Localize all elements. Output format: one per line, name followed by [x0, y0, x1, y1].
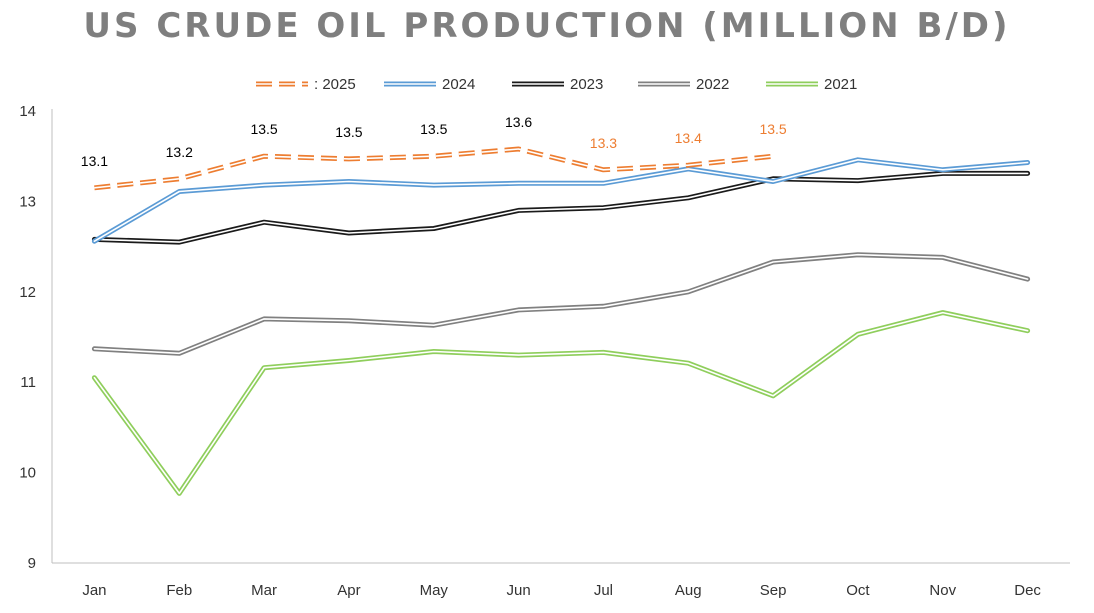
legend-item: : 2025 — [256, 76, 356, 93]
x-tick-label: Aug — [675, 582, 702, 599]
axes: 9 10 11 12 13 14 Jan Feb Mar Apr May Jun Jul Aug Sep Oc… — [19, 103, 1070, 599]
legend: : 2025 2024 2023 2022 2021 — [256, 76, 857, 93]
x-tick-label: Feb — [166, 582, 192, 599]
series-line-2021 — [91, 310, 1031, 496]
data-label: 13.2 — [166, 144, 193, 160]
y-tick-label: 12 — [19, 284, 36, 301]
data-label: 13.1 — [81, 153, 108, 169]
legend-label: 2024 — [442, 76, 475, 93]
y-tick-label: 14 — [19, 103, 36, 120]
y-tick-label: 13 — [19, 193, 36, 210]
x-tick-label: Dec — [1014, 582, 1041, 599]
legend-label: 2021 — [824, 76, 857, 93]
series-line-2022 — [91, 252, 1031, 356]
data-label: 13.5 — [759, 121, 786, 137]
x-tick-label: Mar — [251, 582, 277, 599]
y-tick-label: 11 — [20, 374, 36, 391]
data-label: 13.3 — [590, 135, 617, 151]
legend-label: 2022 — [696, 76, 729, 93]
data-label: 13.5 — [250, 121, 277, 137]
x-tick-label: Sep — [760, 582, 787, 599]
series-line-2023 — [91, 170, 1031, 245]
x-tick-label: Jun — [506, 582, 530, 599]
x-tick-label: Oct — [846, 582, 870, 599]
data-label: 13.4 — [675, 130, 702, 146]
data-label: 13.5 — [420, 121, 447, 137]
chart-title: US CRUDE OIL PRODUCTION (MILLION B/D) — [83, 6, 1011, 46]
legend-item: 2023 — [512, 76, 603, 93]
data-label: 13.6 — [505, 114, 532, 130]
y-tick-label: 9 — [28, 555, 36, 572]
legend-item: 2022 — [638, 76, 729, 93]
series-line-2025 — [94, 146, 774, 191]
series-lines — [91, 146, 1031, 496]
legend-item: 2021 — [766, 76, 857, 93]
x-tick-label: Apr — [337, 582, 360, 599]
x-tick-label: Jan — [82, 582, 106, 599]
y-tick-label: 10 — [19, 465, 36, 482]
legend-label: 2023 — [570, 76, 603, 93]
x-tick-label: May — [420, 582, 449, 599]
data-labels: 13.1 13.2 13.5 13.5 13.5 13.6 13.3 13.4 13.5 — [81, 114, 787, 169]
x-tick-label: Jul — [594, 582, 613, 599]
x-tick-label: Nov — [929, 582, 956, 599]
legend-label: : 2025 — [314, 76, 356, 93]
legend-item: 2024 — [384, 76, 475, 93]
series-line-2024 — [91, 157, 1031, 244]
data-label: 13.5 — [335, 124, 362, 140]
